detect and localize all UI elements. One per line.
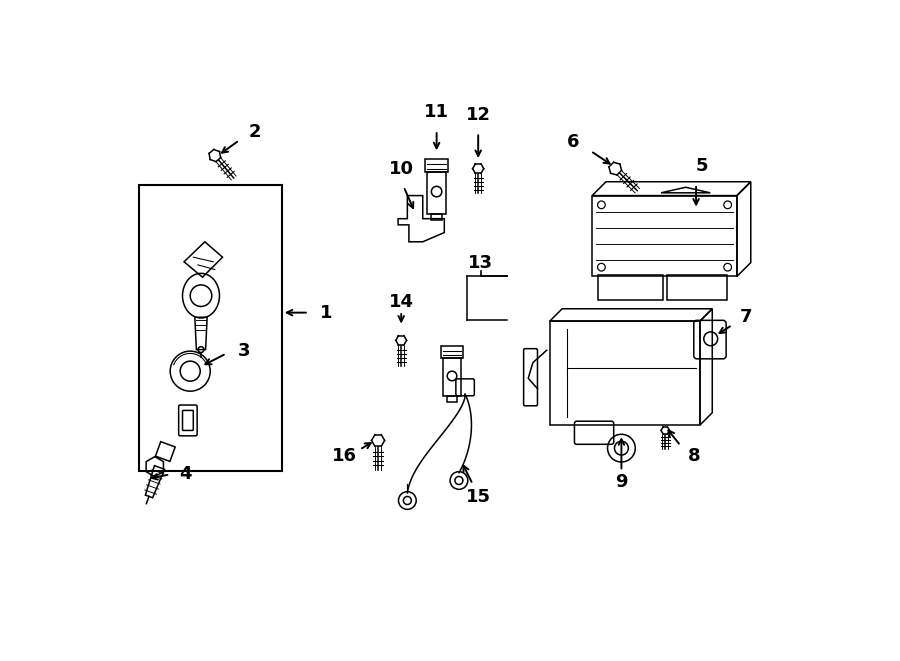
Text: 13: 13: [468, 254, 493, 272]
Text: 2: 2: [248, 124, 261, 141]
Text: 3: 3: [238, 342, 250, 360]
Text: 10: 10: [389, 160, 414, 178]
Text: 7: 7: [740, 308, 752, 327]
Bar: [140, 185, 282, 471]
Text: 1: 1: [320, 303, 333, 322]
Text: 12: 12: [465, 106, 491, 124]
Text: 11: 11: [424, 103, 449, 122]
Text: 8: 8: [688, 447, 700, 465]
Text: 4: 4: [179, 465, 192, 483]
Text: 14: 14: [389, 293, 414, 311]
Text: 16: 16: [332, 447, 356, 465]
Text: 9: 9: [616, 473, 627, 491]
Text: 6: 6: [567, 133, 580, 151]
Text: 5: 5: [695, 157, 707, 175]
Text: 15: 15: [465, 488, 491, 506]
